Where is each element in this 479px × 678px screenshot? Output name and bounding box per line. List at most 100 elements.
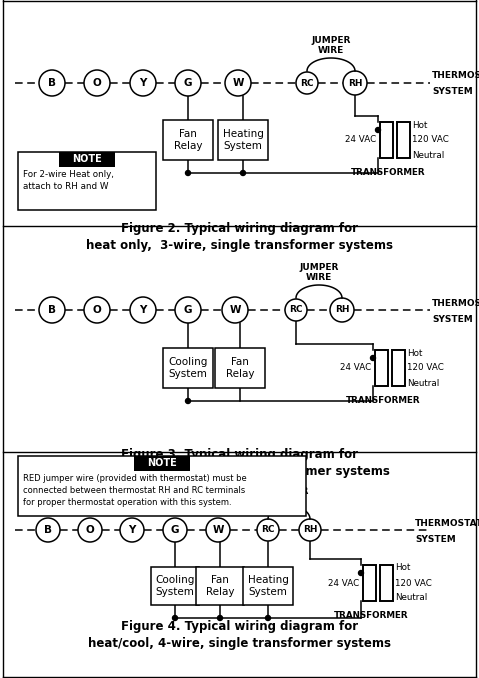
Text: RC: RC	[261, 525, 275, 534]
Text: THERMOSTAT: THERMOSTAT	[415, 519, 479, 527]
Text: Hot: Hot	[412, 121, 427, 129]
Bar	[18, 152, 156, 210]
Text: RC: RC	[300, 79, 314, 87]
Text: Cooling
System: Cooling System	[168, 357, 208, 379]
Text: RH: RH	[348, 79, 362, 87]
Circle shape	[78, 518, 102, 542]
Bar	[380, 122, 393, 158]
Circle shape	[370, 355, 376, 361]
Circle shape	[240, 170, 246, 176]
Circle shape	[39, 297, 65, 323]
Text: NOTE: NOTE	[147, 458, 177, 468]
Text: THERMOSTAT: THERMOSTAT	[432, 71, 479, 81]
Text: Neutral: Neutral	[407, 378, 439, 388]
Text: For 2-wire Heat only,
attach to RH and W: For 2-wire Heat only, attach to RH and W	[23, 170, 114, 191]
Bar	[196, 567, 244, 605]
Text: Cooling
System: Cooling System	[155, 575, 194, 597]
Circle shape	[130, 297, 156, 323]
Text: Heating
System: Heating System	[223, 129, 263, 151]
Circle shape	[175, 70, 201, 96]
Bar	[18, 456, 306, 516]
Text: 24 VAC: 24 VAC	[340, 363, 371, 372]
Text: SYSTEM: SYSTEM	[415, 534, 456, 544]
Text: G: G	[171, 525, 179, 535]
Text: Heating
System: Heating System	[248, 575, 288, 597]
Bar	[163, 348, 213, 388]
Text: RH: RH	[335, 306, 349, 315]
Bar	[380, 565, 393, 601]
Text: NOTE: NOTE	[72, 155, 102, 165]
Bar	[215, 348, 265, 388]
Text: Figure 3. Typical wiring diagram for
cool only, 3-wire, single transformer syste: Figure 3. Typical wiring diagram for coo…	[90, 448, 390, 478]
Bar	[243, 567, 293, 605]
Text: G: G	[184, 78, 192, 88]
Text: 24 VAC: 24 VAC	[345, 136, 376, 144]
Circle shape	[172, 616, 178, 620]
Text: Fan
Relay: Fan Relay	[206, 575, 234, 597]
Circle shape	[265, 616, 271, 620]
Text: O: O	[92, 305, 102, 315]
Text: JUMPER
WIRE: JUMPER WIRE	[311, 36, 351, 55]
Text: JUMPER
WIRE: JUMPER WIRE	[269, 487, 308, 506]
Text: Fan
Relay: Fan Relay	[174, 129, 202, 151]
Bar	[134, 456, 190, 471]
Text: SYSTEM: SYSTEM	[432, 315, 473, 323]
Circle shape	[36, 518, 60, 542]
Bar	[397, 122, 410, 158]
Circle shape	[185, 170, 191, 176]
Text: Neutral: Neutral	[395, 593, 427, 603]
Circle shape	[222, 297, 248, 323]
Text: RED jumper wire (provided with thermostat) must be
connected between thermostat : RED jumper wire (provided with thermosta…	[23, 474, 247, 506]
Text: JUMPER
WIRE: JUMPER WIRE	[299, 262, 339, 282]
Text: B: B	[48, 78, 56, 88]
Text: Y: Y	[128, 525, 136, 535]
Text: W: W	[232, 78, 244, 88]
Circle shape	[84, 70, 110, 96]
Text: THERMOSTAT: THERMOSTAT	[432, 298, 479, 308]
Bar	[151, 567, 199, 605]
Text: 120 VAC: 120 VAC	[395, 578, 432, 588]
Circle shape	[358, 570, 364, 576]
Circle shape	[84, 297, 110, 323]
Bar	[218, 120, 268, 160]
Text: B: B	[44, 525, 52, 535]
Text: SYSTEM: SYSTEM	[432, 87, 473, 96]
Text: 120 VAC: 120 VAC	[407, 363, 444, 372]
Text: G: G	[184, 305, 192, 315]
Text: 120 VAC: 120 VAC	[412, 136, 449, 144]
Circle shape	[299, 519, 321, 541]
Circle shape	[39, 70, 65, 96]
Text: 24 VAC: 24 VAC	[328, 578, 359, 588]
Text: RC: RC	[289, 306, 303, 315]
Bar	[375, 350, 388, 386]
Text: Hot: Hot	[407, 348, 422, 357]
Text: O: O	[86, 525, 94, 535]
Circle shape	[163, 518, 187, 542]
Text: O: O	[92, 78, 102, 88]
Text: TRANSFORMER: TRANSFORMER	[334, 611, 408, 620]
Bar	[59, 152, 115, 167]
Bar	[163, 120, 213, 160]
Circle shape	[120, 518, 144, 542]
Text: Y: Y	[139, 78, 147, 88]
Text: TRANSFORMER: TRANSFORMER	[351, 168, 425, 177]
Circle shape	[376, 127, 380, 132]
Circle shape	[257, 519, 279, 541]
Text: B: B	[48, 305, 56, 315]
Circle shape	[343, 71, 367, 95]
Text: RH: RH	[303, 525, 317, 534]
Text: Fan
Relay: Fan Relay	[226, 357, 254, 379]
Circle shape	[217, 616, 223, 620]
Circle shape	[185, 399, 191, 403]
Circle shape	[285, 299, 307, 321]
Circle shape	[225, 70, 251, 96]
Text: TRANSFORMER: TRANSFORMER	[346, 396, 420, 405]
Circle shape	[175, 297, 201, 323]
Circle shape	[330, 298, 354, 322]
Circle shape	[296, 72, 318, 94]
Text: Figure 2. Typical wiring diagram for
heat only,  3-wire, single transformer syst: Figure 2. Typical wiring diagram for hea…	[87, 222, 394, 252]
Text: W: W	[229, 305, 241, 315]
Text: Neutral: Neutral	[412, 151, 444, 159]
Text: W: W	[212, 525, 224, 535]
Bar	[392, 350, 405, 386]
